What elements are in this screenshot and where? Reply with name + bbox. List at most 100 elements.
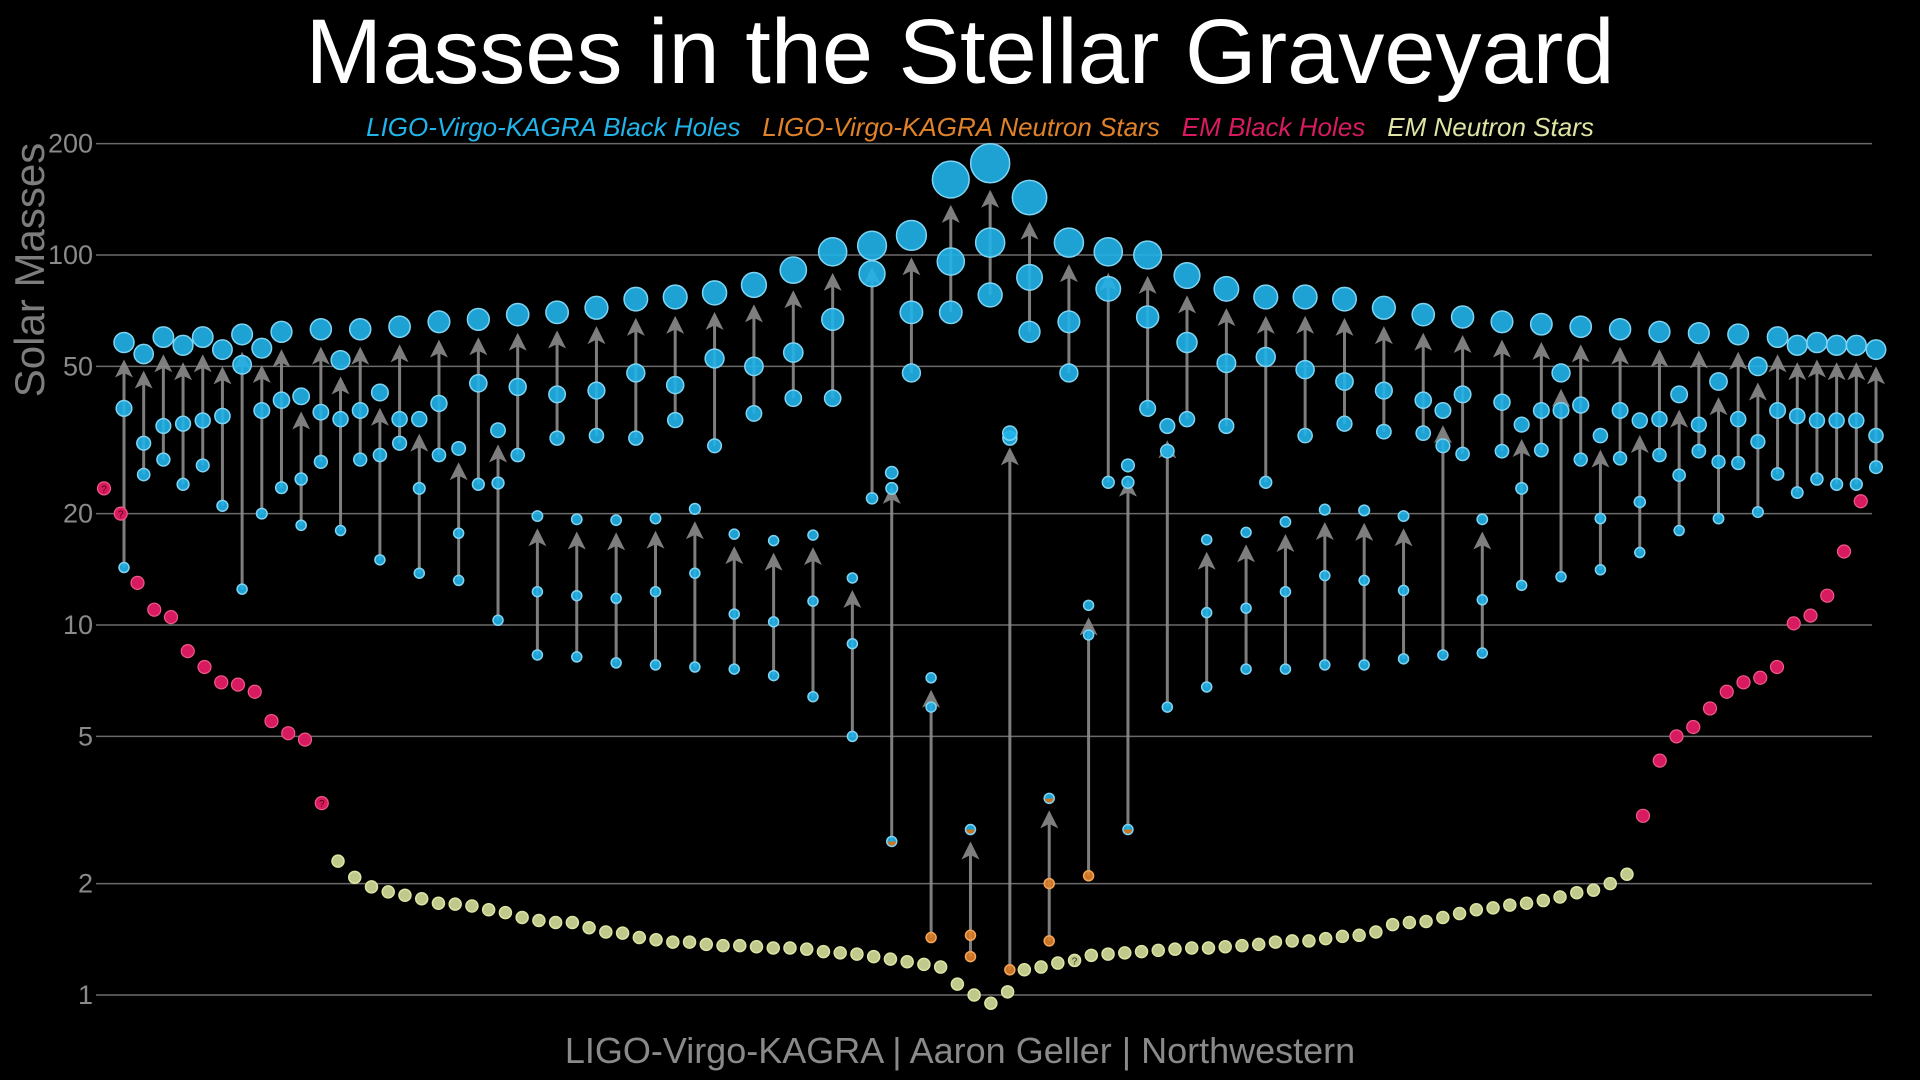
em-black-hole-point	[1853, 494, 1868, 509]
em-neutron-star-point	[799, 942, 814, 956]
em-neutron-star-points: ?	[331, 854, 1634, 1010]
em-neutron-star-point	[1503, 898, 1517, 912]
merger-component-point	[1082, 629, 1095, 641]
em-neutron-star-point	[1051, 956, 1065, 970]
merger-component-point	[1259, 475, 1273, 490]
credit-footer: LIGO-Virgo-KAGRA | Aaron Geller | Northw…	[564, 1030, 1356, 1071]
merger-remnant-point	[1133, 240, 1163, 270]
merger-component-point	[767, 669, 780, 682]
em-neutron-star-point	[1586, 883, 1601, 897]
merger-component-point	[1455, 446, 1470, 462]
uncertain-marker: ?	[118, 510, 124, 521]
em-neutron-star-point	[649, 933, 663, 947]
y-tick-label: 5	[78, 721, 93, 751]
merger-component-point	[351, 401, 369, 419]
merger-component-point	[1218, 417, 1235, 435]
merger-remnant-point	[649, 512, 662, 525]
merger-component-point	[1532, 401, 1550, 419]
merger-component-point	[1572, 396, 1590, 414]
merger-component-point	[689, 661, 701, 673]
merger-component-point	[1729, 410, 1747, 428]
merger-component-point	[115, 399, 133, 417]
merger-component-point	[1139, 399, 1157, 417]
merger-component-point	[136, 467, 151, 482]
em-neutron-star-point	[414, 892, 429, 906]
merger-remnant-point	[370, 383, 389, 402]
em-neutron-star-point	[1553, 890, 1567, 904]
merger-component-point	[649, 585, 662, 598]
merger-remnant-point	[133, 343, 155, 365]
legend-item-lvk-black-holes: LIGO-Virgo-KAGRA Black Holes	[366, 112, 741, 142]
merger-component-point	[865, 491, 879, 505]
merger-remnant-point	[1747, 356, 1768, 377]
merger-remnant-point	[931, 160, 970, 199]
merger-component-point	[1652, 447, 1667, 463]
merger-component-point	[1634, 546, 1646, 559]
merger-remnant-point	[1120, 458, 1136, 473]
merger-component-point	[1059, 363, 1079, 383]
merger-component-point	[1057, 310, 1081, 334]
merger-component-point	[1043, 935, 1055, 947]
merger-component-point	[707, 438, 723, 454]
merger-component-point	[372, 447, 388, 463]
merger-remnant-point	[270, 320, 293, 343]
merger-component-point	[1016, 263, 1044, 291]
merger-remnant-point	[1786, 334, 1808, 356]
merger-component-point	[1712, 512, 1725, 525]
em-black-hole-point	[1635, 808, 1651, 823]
em-neutron-star-point	[1369, 925, 1383, 939]
merger-remnant-point	[152, 326, 175, 349]
merger-component-point	[1200, 681, 1213, 693]
em-neutron-star-point	[1268, 935, 1283, 949]
em-neutron-star-point	[1017, 963, 1032, 977]
merger-component-point	[610, 592, 622, 605]
merger-component-point	[136, 435, 152, 451]
em-black-hole-point	[130, 575, 145, 590]
em-black-hole-point	[1719, 684, 1734, 699]
merger-component-point	[964, 929, 977, 942]
merger-remnant-point	[1806, 331, 1828, 354]
merger-component-point	[1279, 663, 1292, 675]
em-black-hole-point	[230, 677, 246, 692]
legend-item-em-neutron-stars: EM Neutron Stars	[1387, 112, 1594, 142]
merger-remnant-point	[1845, 334, 1867, 356]
merger-component-point	[156, 452, 171, 467]
em-neutron-star-point	[1067, 953, 1082, 968]
merger-component-point	[901, 363, 922, 383]
merger-component-point	[782, 342, 804, 363]
em-neutron-star-point	[599, 925, 613, 939]
em-neutron-star-point	[1519, 896, 1534, 910]
merger-component-point	[704, 348, 725, 369]
em-neutron-star-point	[1134, 944, 1149, 959]
em-black-hole-point	[1836, 544, 1852, 559]
merger-component-point	[821, 307, 845, 332]
merger-remnant-point	[1687, 322, 1710, 345]
merger-component-point	[1453, 385, 1472, 404]
merger-component-point	[1868, 460, 1884, 475]
merger-component-point	[1414, 391, 1433, 410]
em-neutron-star-point	[950, 977, 965, 991]
merger-remnant-point	[884, 465, 899, 480]
merger-component-point	[666, 411, 684, 429]
em-neutron-star-point	[766, 941, 780, 955]
merger-remnant-point	[1173, 261, 1201, 290]
merger-component-point	[626, 363, 646, 383]
merger-remnant-point	[1213, 275, 1240, 302]
em-neutron-star-point	[532, 913, 546, 928]
em-neutron-star-point	[1536, 893, 1551, 908]
merger-remnant-point	[779, 256, 808, 285]
em-neutron-star-point	[933, 960, 948, 974]
merger-remnant-point	[1043, 792, 1055, 805]
merger-component-point	[1594, 512, 1607, 525]
merger-component-point	[1200, 606, 1213, 619]
merger-component-point	[1178, 410, 1196, 428]
merger-component-point	[571, 589, 583, 602]
em-black-hole-point	[1669, 729, 1684, 744]
merger-component-point	[294, 472, 308, 486]
merger-remnant-point	[1569, 315, 1593, 339]
merger-remnant-point	[964, 823, 977, 836]
merger-component-point	[649, 659, 662, 671]
merger-component-point	[1788, 407, 1806, 425]
y-tick-label: 1	[78, 980, 93, 1010]
merger-remnant-point	[531, 510, 544, 523]
